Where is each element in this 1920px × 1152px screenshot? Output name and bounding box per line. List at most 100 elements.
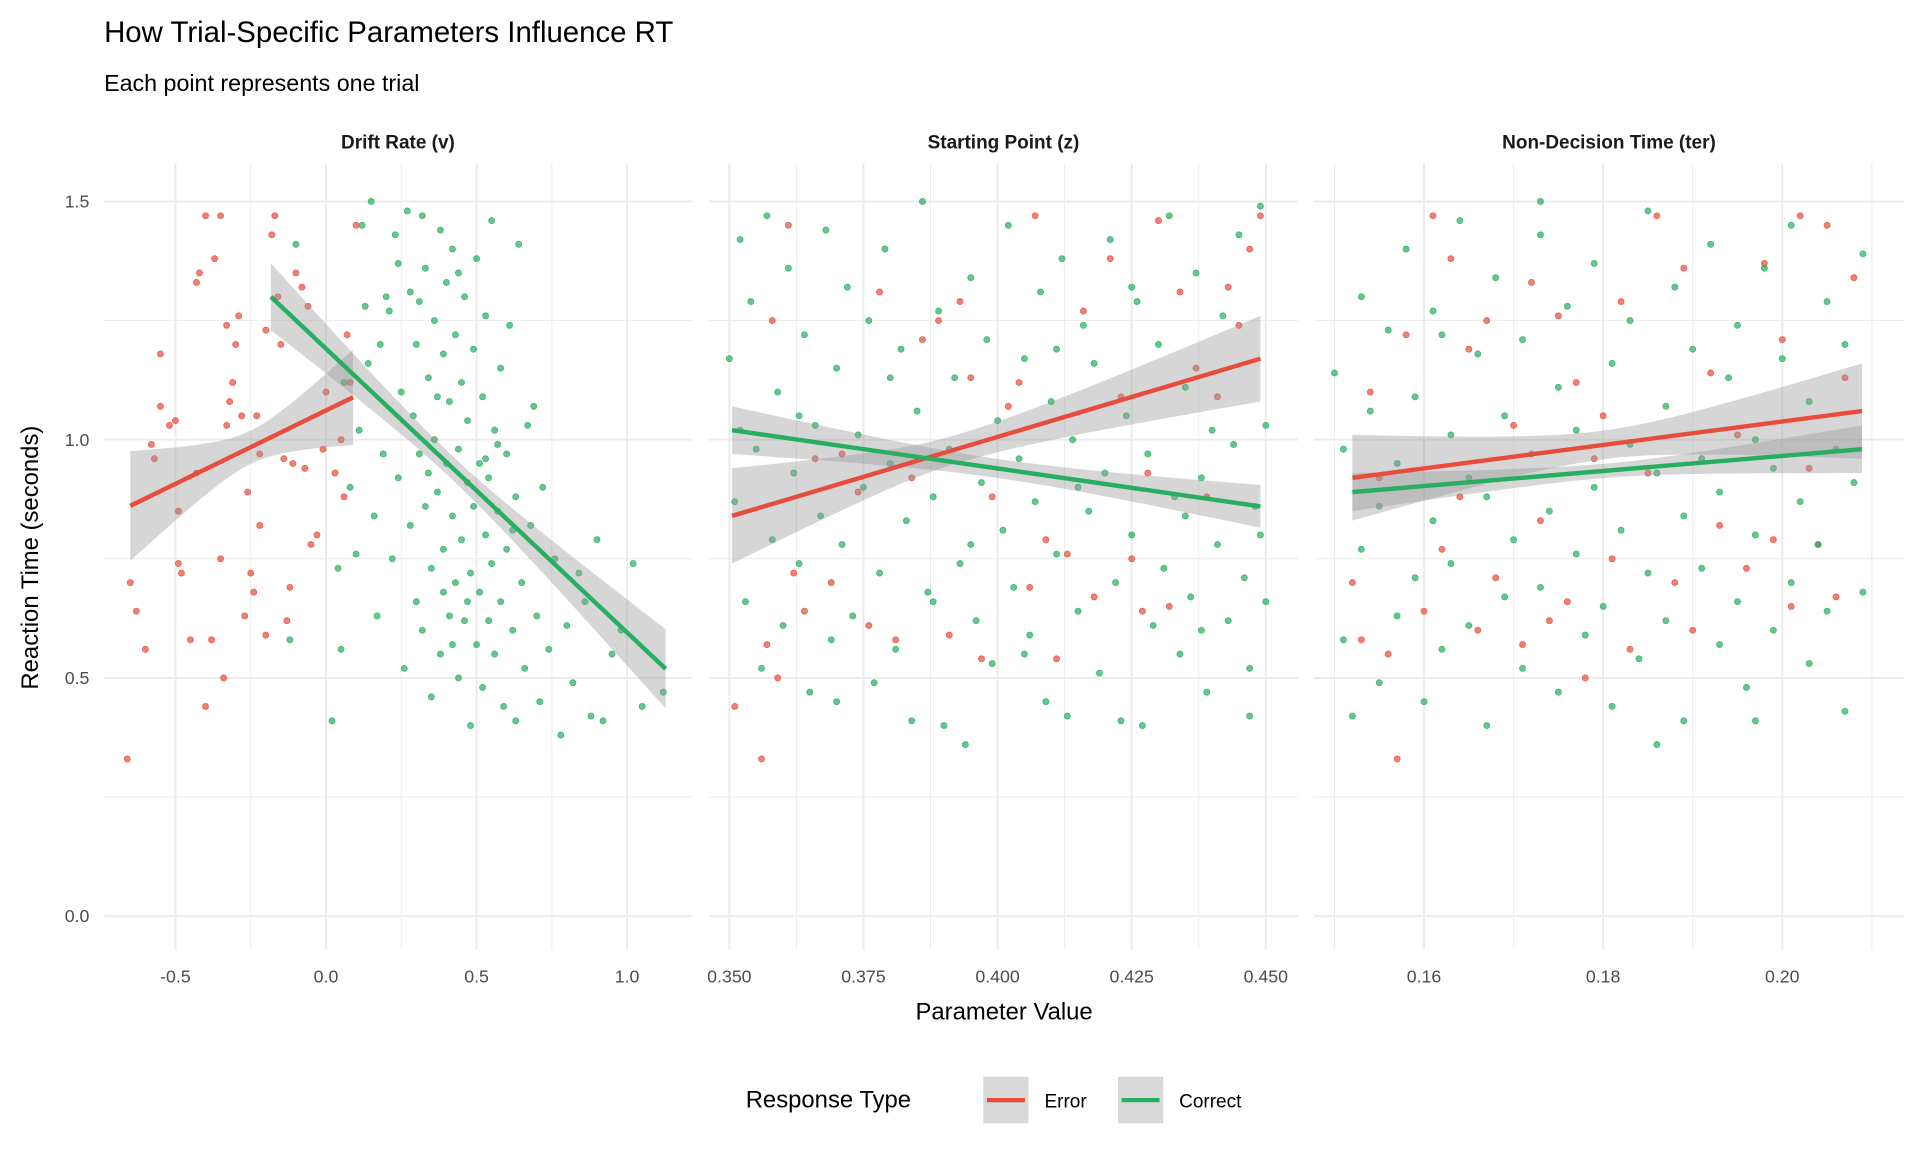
data-point-correct: [599, 717, 607, 725]
data-point-error: [274, 293, 282, 301]
data-point-error: [217, 212, 225, 220]
data-point-correct: [1256, 531, 1264, 539]
data-point-correct: [1519, 664, 1526, 672]
data-point-error: [262, 631, 270, 639]
data-point-correct: [470, 345, 477, 353]
data-point-error: [250, 588, 258, 596]
data-point-correct: [455, 269, 462, 277]
data-point-correct: [1823, 298, 1831, 305]
data-point-error: [289, 460, 297, 467]
data-point-correct: [1366, 407, 1374, 415]
data-point-error: [758, 755, 765, 763]
data-point-correct: [482, 312, 490, 320]
data-point-correct: [1474, 350, 1482, 358]
data-point-correct: [929, 493, 937, 501]
data-point-correct: [488, 560, 496, 567]
data-point-correct: [443, 279, 450, 286]
data-point-error: [1465, 345, 1473, 353]
data-point-correct: [801, 331, 808, 339]
data-point-correct: [1572, 550, 1580, 558]
data-point-correct: [364, 360, 372, 367]
data-point-correct: [795, 412, 803, 420]
data-point-correct: [485, 617, 493, 625]
data-point-error: [271, 212, 279, 220]
data-point-correct: [1096, 669, 1103, 677]
data-point-correct: [1340, 445, 1347, 453]
data-point-correct: [461, 293, 468, 301]
data-point-error: [256, 450, 264, 458]
data-point-correct: [1420, 698, 1428, 706]
data-point-correct: [449, 245, 456, 253]
data-point-error: [1599, 412, 1607, 420]
data-point-correct: [473, 641, 480, 648]
data-point-correct: [1037, 288, 1044, 296]
data-point-error: [1348, 579, 1356, 587]
data-point-correct: [1537, 231, 1544, 239]
data-point-correct: [1787, 221, 1795, 229]
data-point-error: [352, 221, 360, 229]
data-point-correct: [1841, 707, 1849, 715]
legend-label-error: Error: [1044, 1091, 1086, 1112]
data-point-correct: [557, 731, 565, 739]
data-point-error: [935, 317, 942, 324]
data-point-correct: [397, 388, 405, 396]
data-point-correct: [430, 317, 438, 324]
data-point-correct: [439, 350, 447, 358]
data-point-correct: [1144, 450, 1152, 458]
data-point-correct: [1331, 369, 1338, 377]
data-point-correct: [1122, 412, 1130, 420]
data-point-correct: [439, 588, 447, 596]
data-point-error: [919, 336, 926, 344]
data-point-error: [247, 569, 255, 577]
data-point-correct: [455, 445, 462, 453]
data-point-correct: [491, 650, 499, 658]
data-point-correct: [978, 479, 985, 486]
data-point-correct: [367, 198, 375, 205]
data-point-error: [1256, 212, 1264, 220]
data-point-error: [1528, 279, 1535, 286]
data-point-correct: [1340, 636, 1347, 644]
data-point-correct: [1653, 469, 1661, 477]
data-point-error: [865, 622, 873, 629]
data-point-correct: [482, 455, 490, 463]
data-point-correct: [994, 417, 1001, 425]
data-point-error: [211, 255, 219, 263]
data-point-correct: [1411, 574, 1419, 582]
data-point-correct: [1357, 293, 1365, 301]
data-point-correct: [638, 703, 646, 710]
data-point-correct: [470, 502, 477, 510]
data-point-correct: [358, 221, 366, 229]
data-point-correct: [1128, 531, 1136, 539]
x-tick-label: -0.5: [160, 967, 191, 987]
data-point-correct: [1563, 302, 1571, 310]
data-point-correct: [1031, 498, 1039, 506]
data-point-correct: [418, 626, 426, 634]
data-point-error: [1626, 645, 1634, 653]
data-point-correct: [1384, 326, 1392, 334]
data-point-correct: [1510, 536, 1518, 544]
data-point-correct: [897, 345, 905, 353]
data-point-error: [241, 612, 249, 620]
data-point-correct: [1074, 607, 1082, 615]
data-point-error: [322, 388, 330, 396]
data-point-correct: [473, 255, 480, 263]
panel-non-decision-time-ter: Non-Decision Time (ter) 0.16 0.18 0.20: [1313, 133, 1905, 987]
legend-title: Response Type: [746, 1086, 911, 1113]
data-point-correct: [1155, 340, 1162, 348]
data-point-error: [172, 417, 179, 425]
data-point-error: [175, 560, 182, 567]
data-point-correct: [967, 541, 975, 548]
data-point-correct: [1187, 593, 1195, 601]
data-point-error: [1644, 469, 1652, 477]
data-point-correct: [865, 317, 873, 324]
data-point-correct: [352, 550, 360, 558]
data-point-correct: [424, 469, 432, 477]
data-point-error: [304, 302, 312, 310]
data-point-correct: [1079, 321, 1087, 329]
data-point-correct: [1348, 712, 1356, 720]
data-point-error: [1850, 274, 1858, 282]
data-point-correct: [988, 660, 996, 668]
data-point-correct: [1698, 564, 1706, 572]
data-point-error: [132, 607, 140, 615]
data-point-correct: [1438, 645, 1446, 653]
